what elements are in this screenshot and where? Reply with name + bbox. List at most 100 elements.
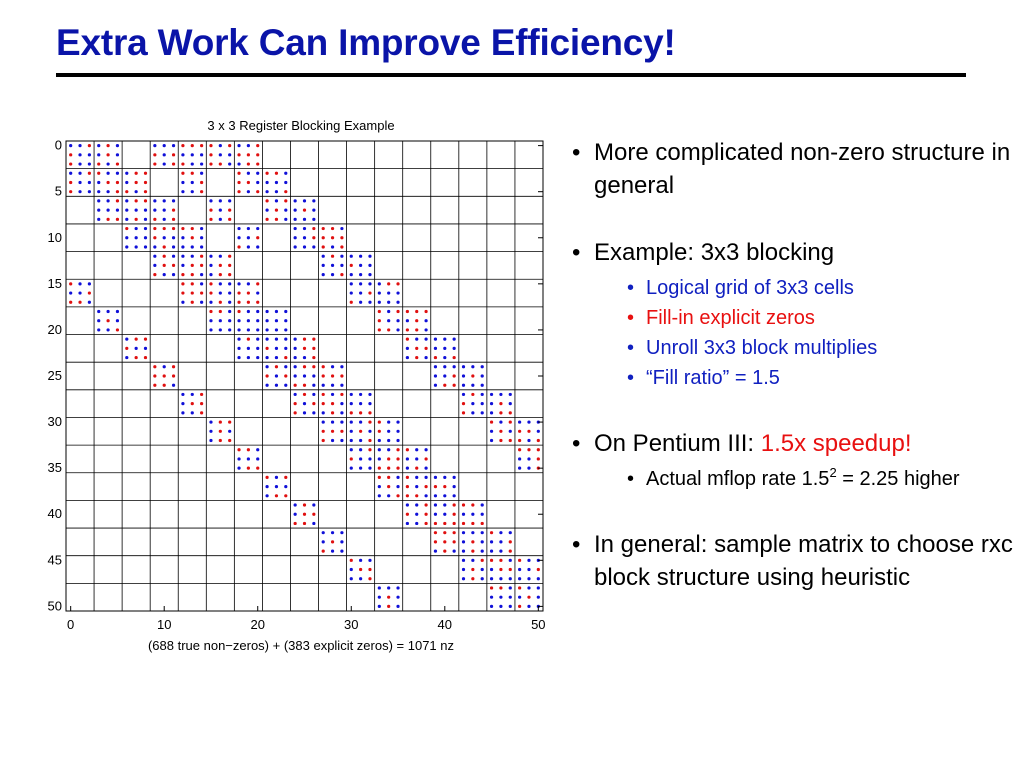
nonzero-dot xyxy=(340,383,344,387)
nonzero-dot xyxy=(377,291,381,295)
nonzero-dot xyxy=(97,328,101,332)
explicit-zero-dot xyxy=(499,429,503,433)
nonzero-dot xyxy=(321,383,325,387)
nonzero-dot xyxy=(153,208,157,212)
nonzero-dot xyxy=(97,199,101,203)
explicit-zero-dot xyxy=(293,402,297,406)
nonzero-dot xyxy=(115,319,120,323)
explicit-zero-dot xyxy=(368,291,372,295)
explicit-zero-dot xyxy=(143,171,148,175)
nonzero-dot xyxy=(153,254,157,258)
nonzero-dot xyxy=(284,337,288,341)
explicit-zero-dot xyxy=(153,374,157,378)
nonzero-dot xyxy=(190,190,194,194)
explicit-zero-dot xyxy=(302,365,307,369)
nonzero-dot xyxy=(181,392,185,397)
title-underline xyxy=(56,73,966,77)
nonzero-dot xyxy=(424,466,428,470)
nonzero-dot xyxy=(256,346,260,350)
nonzero-dot xyxy=(274,328,279,332)
explicit-zero-dot xyxy=(321,365,325,369)
nonzero-dot xyxy=(340,402,344,406)
nonzero-dot xyxy=(284,319,288,323)
nonzero-dot xyxy=(293,365,297,369)
explicit-zero-dot xyxy=(518,604,522,608)
nonzero-dot xyxy=(78,162,82,166)
nonzero-dot xyxy=(209,199,213,203)
nonzero-dot xyxy=(349,254,353,258)
nonzero-dot xyxy=(181,402,185,406)
nonzero-dot xyxy=(461,567,466,572)
nonzero-dot xyxy=(312,392,316,397)
nonzero-dot xyxy=(461,512,466,516)
nonzero-dot xyxy=(415,521,419,526)
nonzero-dot xyxy=(424,494,428,498)
explicit-zero-dot xyxy=(405,328,409,332)
sub-bullet-item: • “Fill ratio” = 1.5 xyxy=(568,363,1014,393)
explicit-zero-dot xyxy=(349,558,353,562)
explicit-zero-dot xyxy=(396,457,400,461)
explicit-zero-dot xyxy=(396,448,400,452)
explicit-zero-dot xyxy=(321,226,325,231)
explicit-zero-dot xyxy=(284,199,288,203)
nonzero-dot xyxy=(274,346,279,350)
nonzero-dot xyxy=(471,512,475,516)
explicit-zero-dot xyxy=(274,494,279,498)
explicit-zero-dot xyxy=(200,180,204,185)
nonzero-dot xyxy=(237,319,241,323)
nonzero-dot xyxy=(302,411,307,415)
explicit-zero-dot xyxy=(125,190,129,194)
nonzero-dot xyxy=(200,245,204,249)
nonzero-dot xyxy=(237,144,241,148)
nonzero-dot xyxy=(359,457,363,461)
explicit-zero-dot xyxy=(274,171,279,175)
nonzero-dot xyxy=(321,420,325,424)
explicit-zero-dot xyxy=(377,328,381,332)
explicit-zero-dot xyxy=(190,291,194,295)
nonzero-dot xyxy=(396,604,400,608)
nonzero-dot xyxy=(143,226,148,231)
explicit-zero-dot xyxy=(218,300,222,304)
nonzero-dot xyxy=(134,245,138,249)
nonzero-dot xyxy=(265,383,269,387)
explicit-zero-dot xyxy=(377,309,381,314)
nonzero-dot xyxy=(143,208,148,212)
nonzero-dot xyxy=(461,558,466,562)
nonzero-dot xyxy=(87,180,91,185)
explicit-zero-dot xyxy=(134,199,138,203)
nonzero-dot xyxy=(209,429,213,433)
nonzero-dot xyxy=(115,153,120,157)
explicit-zero-dot xyxy=(237,245,241,249)
nonzero-dot xyxy=(218,282,222,286)
explicit-zero-dot xyxy=(499,402,503,406)
explicit-zero-dot xyxy=(274,365,279,369)
explicit-zero-dot xyxy=(106,180,110,185)
nonzero-dot xyxy=(508,429,512,433)
nonzero-dot xyxy=(97,153,101,157)
explicit-zero-dot xyxy=(499,558,503,562)
explicit-zero-dot xyxy=(443,521,447,526)
nonzero-dot xyxy=(265,309,269,314)
nonzero-dot xyxy=(518,466,522,470)
nonzero-dot xyxy=(78,144,82,148)
nonzero-dot xyxy=(471,383,475,387)
explicit-zero-dot xyxy=(153,217,157,221)
nonzero-dot xyxy=(265,319,269,323)
nonzero-dot xyxy=(237,226,241,231)
nonzero-dot xyxy=(246,457,250,461)
explicit-zero-dot xyxy=(415,355,419,360)
explicit-zero-dot xyxy=(452,503,456,507)
nonzero-dot xyxy=(181,245,185,249)
explicit-zero-dot xyxy=(368,448,372,452)
explicit-zero-dot xyxy=(143,190,148,194)
nonzero-dot xyxy=(246,309,250,314)
nonzero-dot xyxy=(237,282,241,286)
explicit-zero-dot xyxy=(228,217,232,221)
nonzero-dot xyxy=(190,245,194,249)
explicit-zero-dot xyxy=(433,484,438,489)
explicit-zero-dot xyxy=(461,521,466,526)
explicit-zero-dot xyxy=(153,273,157,277)
bullet-text: On Pentium III: xyxy=(594,430,761,457)
explicit-zero-dot xyxy=(228,273,232,277)
explicit-zero-dot xyxy=(368,420,372,424)
